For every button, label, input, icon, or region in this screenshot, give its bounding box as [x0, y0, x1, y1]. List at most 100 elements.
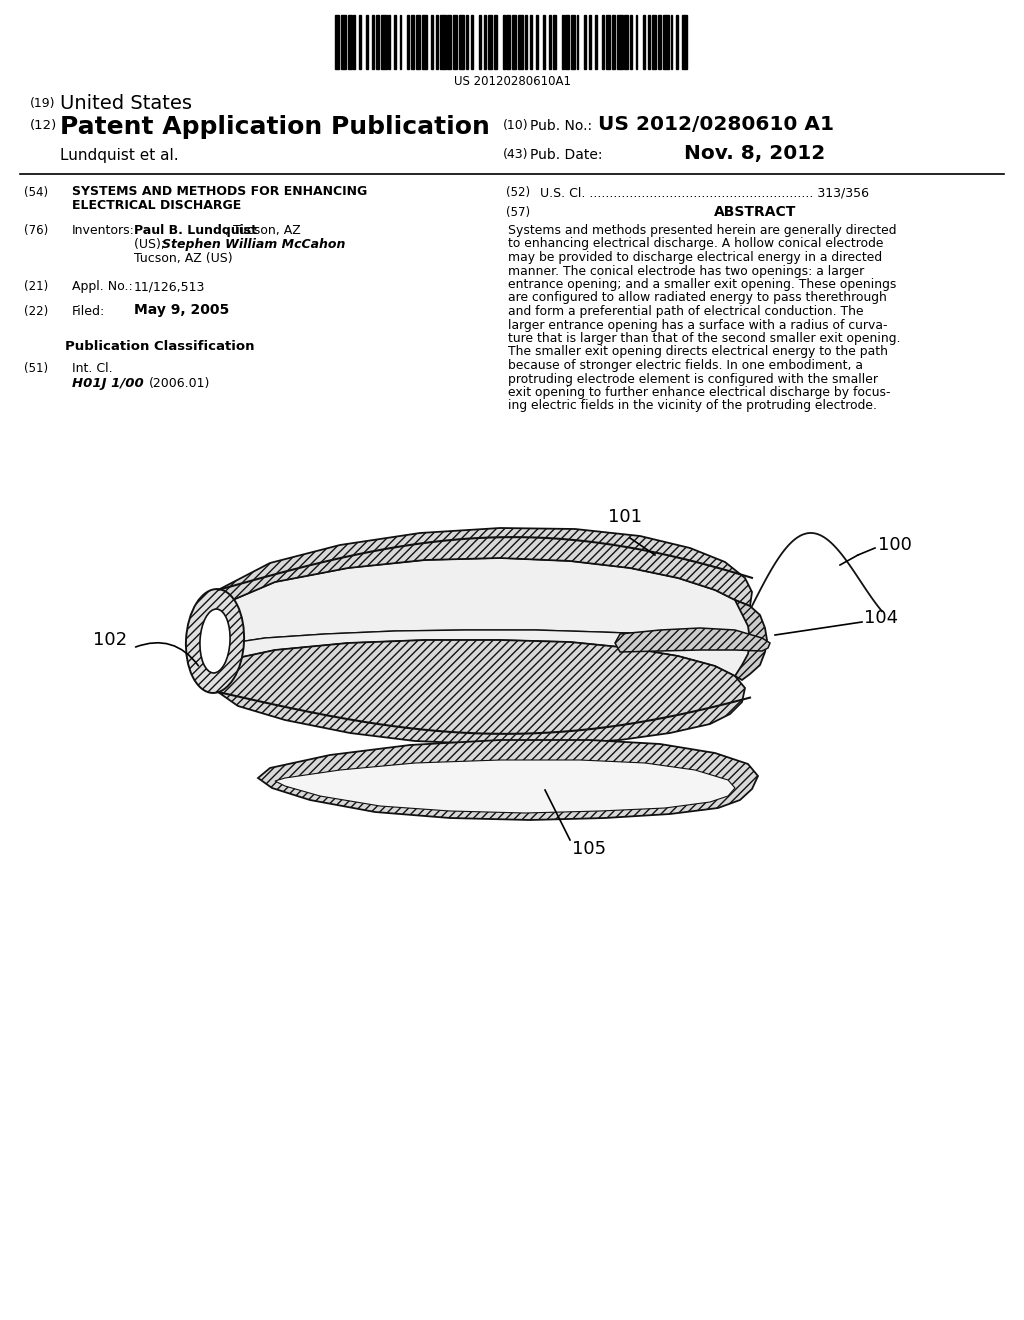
Bar: [602, 15, 604, 69]
Bar: [367, 15, 369, 69]
Bar: [625, 15, 628, 69]
Bar: [466, 15, 468, 69]
Bar: [348, 15, 351, 69]
Bar: [422, 15, 427, 69]
Text: (US);: (US);: [134, 238, 169, 251]
Text: because of stronger electric fields. In one embodiment, a: because of stronger electric fields. In …: [508, 359, 863, 372]
Bar: [536, 15, 538, 69]
Bar: [484, 15, 486, 69]
Text: H01J 1/00: H01J 1/00: [72, 378, 143, 389]
Bar: [676, 15, 678, 69]
Text: and form a preferential path of electrical conduction. The: and form a preferential path of electric…: [508, 305, 863, 318]
Text: entrance opening; and a smaller exit opening. These openings: entrance opening; and a smaller exit ope…: [508, 279, 896, 290]
Bar: [525, 15, 526, 69]
Text: Patent Application Publication: Patent Application Publication: [60, 115, 489, 139]
Text: are configured to allow radiated energy to pass therethrough: are configured to allow radiated energy …: [508, 292, 887, 305]
Bar: [562, 15, 563, 69]
Bar: [590, 15, 591, 69]
Bar: [431, 15, 433, 69]
Text: (10): (10): [503, 119, 528, 132]
Bar: [595, 15, 597, 69]
Text: Pub. Date:: Pub. Date:: [530, 148, 602, 162]
Bar: [411, 15, 415, 69]
Ellipse shape: [200, 609, 230, 673]
Text: ture that is larger than that of the second smaller exit opening.: ture that is larger than that of the sec…: [508, 333, 900, 345]
Text: Pub. No.:: Pub. No.:: [530, 119, 592, 133]
Text: (76): (76): [24, 224, 48, 238]
Polygon shape: [615, 628, 770, 652]
Bar: [636, 15, 637, 69]
Text: Int. Cl.: Int. Cl.: [72, 362, 113, 375]
Bar: [416, 15, 420, 69]
Text: United States: United States: [60, 94, 193, 114]
Text: (43): (43): [503, 148, 528, 161]
Text: exit opening to further enhance electrical discharge by focus-: exit opening to further enhance electric…: [508, 385, 891, 399]
Text: Paul B. Lundquist: Paul B. Lundquist: [134, 224, 257, 238]
Bar: [376, 15, 379, 69]
Polygon shape: [275, 760, 735, 813]
Bar: [549, 15, 551, 69]
Text: (51): (51): [24, 362, 48, 375]
Polygon shape: [735, 601, 767, 680]
Bar: [447, 15, 452, 69]
Bar: [381, 15, 387, 69]
Text: protruding electrode element is configured with the smaller: protruding electrode element is configur…: [508, 372, 878, 385]
Bar: [479, 15, 480, 69]
Text: 105: 105: [572, 840, 606, 858]
Polygon shape: [214, 528, 752, 618]
Bar: [494, 15, 498, 69]
Text: Lundquist et al.: Lundquist et al.: [60, 148, 178, 162]
Ellipse shape: [186, 589, 244, 693]
Text: Filed:: Filed:: [72, 305, 105, 318]
Text: 101: 101: [608, 508, 642, 525]
Text: May 9, 2005: May 9, 2005: [134, 304, 229, 317]
Bar: [436, 15, 438, 69]
Text: larger entrance opening has a surface with a radius of curva-: larger entrance opening has a surface wi…: [508, 318, 888, 331]
Bar: [657, 15, 662, 69]
Text: (52): (52): [506, 186, 530, 199]
Text: Publication Classification: Publication Classification: [66, 341, 255, 352]
Text: Stephen William McCahon: Stephen William McCahon: [162, 238, 345, 251]
Bar: [488, 15, 492, 69]
Bar: [399, 15, 401, 69]
Bar: [471, 15, 473, 69]
Text: (19): (19): [30, 96, 55, 110]
Polygon shape: [215, 630, 760, 676]
Text: (22): (22): [24, 305, 48, 318]
Bar: [577, 15, 579, 69]
Text: to enhancing electrical discharge. A hollow conical electrode: to enhancing electrical discharge. A hol…: [508, 238, 884, 251]
Bar: [512, 15, 516, 69]
Bar: [359, 15, 360, 69]
Text: (12): (12): [30, 119, 57, 132]
Bar: [664, 15, 669, 69]
Bar: [553, 15, 556, 69]
Bar: [530, 15, 532, 69]
Text: The smaller exit opening directs electrical energy to the path: The smaller exit opening directs electri…: [508, 346, 888, 359]
Bar: [643, 15, 645, 69]
Text: ELECTRICAL DISCHARGE: ELECTRICAL DISCHARGE: [72, 199, 242, 213]
Bar: [671, 15, 673, 69]
Bar: [453, 15, 457, 69]
Polygon shape: [215, 640, 745, 744]
Text: 102: 102: [93, 631, 127, 649]
Text: may be provided to discharge electrical energy in a directed: may be provided to discharge electrical …: [508, 251, 882, 264]
Polygon shape: [214, 558, 760, 648]
Bar: [440, 15, 445, 69]
Bar: [682, 15, 687, 69]
Bar: [503, 15, 505, 69]
Bar: [544, 15, 545, 69]
Bar: [517, 15, 523, 69]
Text: manner. The conical electrode has two openings: a larger: manner. The conical electrode has two op…: [508, 264, 864, 277]
Text: (57): (57): [506, 206, 530, 219]
Text: Systems and methods presented herein are generally directed: Systems and methods presented herein are…: [508, 224, 896, 238]
Text: Appl. No.:: Appl. No.:: [72, 280, 133, 293]
Bar: [407, 15, 409, 69]
Text: (21): (21): [24, 280, 48, 293]
Bar: [648, 15, 650, 69]
Text: , Tucson, AZ: , Tucson, AZ: [225, 224, 301, 238]
Bar: [335, 15, 339, 69]
Text: 11/126,513: 11/126,513: [134, 280, 206, 293]
Bar: [341, 15, 346, 69]
Text: 100: 100: [878, 536, 912, 554]
Bar: [394, 15, 396, 69]
